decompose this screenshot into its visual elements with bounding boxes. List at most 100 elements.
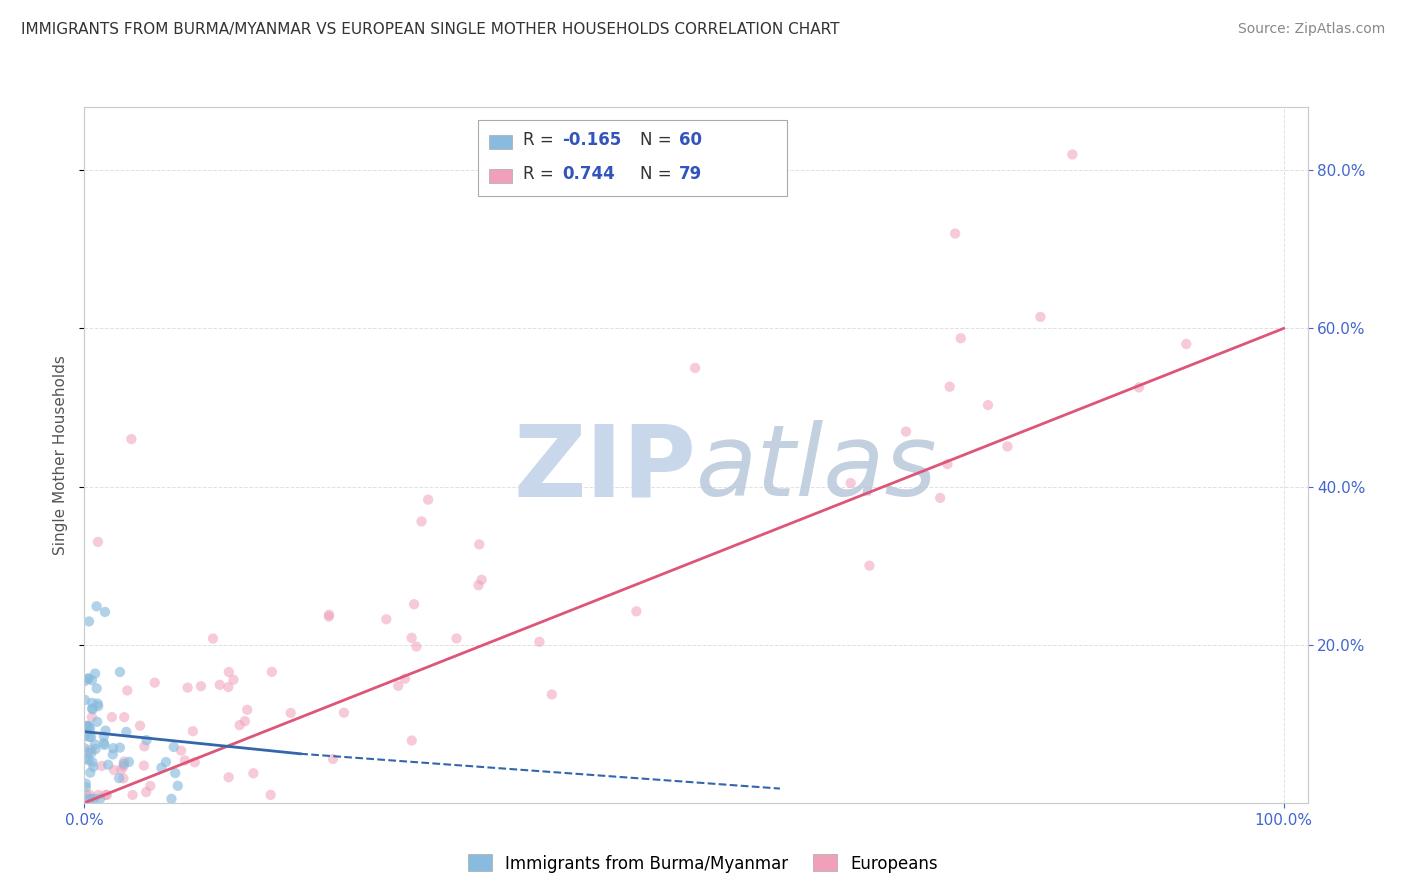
Point: [936, 457, 959, 471]
Point: [394, 672, 416, 686]
Point: [79, 743, 101, 757]
Point: [121, 788, 143, 802]
Point: [1175, 337, 1198, 351]
Point: [84, 742, 107, 756]
Point: [139, 779, 162, 793]
Point: [75, 776, 97, 790]
Point: [94, 788, 117, 802]
Point: [86, 714, 108, 729]
Text: 0.744: 0.744: [562, 165, 616, 183]
Point: [233, 714, 256, 729]
Point: [77, 719, 100, 733]
Point: [82, 702, 104, 716]
Text: R =: R =: [523, 165, 560, 183]
Point: [173, 754, 195, 768]
Point: [134, 739, 156, 754]
Point: [165, 766, 187, 780]
Point: [540, 688, 562, 702]
Point: [80, 673, 103, 688]
Point: [143, 675, 166, 690]
Point: [155, 755, 177, 769]
Text: ZIP: ZIP: [513, 420, 696, 517]
Text: IMMIGRANTS FROM BURMA/MYANMAR VS EUROPEAN SINGLE MOTHER HOUSEHOLDS CORRELATION C: IMMIGRANTS FROM BURMA/MYANMAR VS EUROPEA…: [21, 22, 839, 37]
Text: atlas: atlas: [696, 420, 938, 517]
Point: [222, 673, 245, 687]
Point: [401, 631, 423, 645]
Point: [77, 615, 100, 629]
Point: [112, 759, 135, 773]
Point: [82, 760, 104, 774]
Point: [87, 699, 110, 714]
Point: [108, 771, 131, 785]
Point: [80, 701, 103, 715]
Point: [108, 740, 131, 755]
Point: [218, 770, 240, 784]
Point: [89, 791, 111, 805]
Point: [181, 724, 204, 739]
Point: [75, 752, 97, 766]
Point: [411, 515, 433, 529]
Point: [80, 746, 103, 760]
Point: [129, 719, 152, 733]
Point: [401, 733, 423, 747]
Point: [929, 491, 952, 505]
Point: [333, 706, 356, 720]
Point: [73, 674, 96, 689]
Point: [103, 741, 125, 756]
Point: [217, 680, 239, 694]
Point: [101, 747, 124, 762]
Point: [108, 665, 131, 679]
Point: [86, 599, 108, 614]
Point: [112, 755, 135, 769]
Point: [101, 710, 124, 724]
Point: [176, 681, 198, 695]
Point: [683, 360, 706, 375]
Point: [938, 380, 960, 394]
Point: [318, 609, 340, 624]
Point: [77, 672, 100, 686]
Point: [112, 756, 135, 771]
Point: [110, 763, 132, 777]
Text: N =: N =: [640, 165, 676, 183]
Point: [166, 779, 188, 793]
Point: [87, 534, 110, 549]
Point: [77, 753, 100, 767]
Point: [236, 703, 259, 717]
Point: [858, 558, 880, 573]
Point: [208, 678, 231, 692]
Point: [170, 744, 193, 758]
Point: [1062, 147, 1084, 161]
Point: [112, 772, 135, 786]
Point: [228, 718, 250, 732]
Point: [79, 723, 101, 738]
Text: 60: 60: [679, 131, 702, 149]
Point: [82, 755, 104, 769]
Point: [387, 679, 409, 693]
Point: [132, 758, 155, 772]
Point: [318, 607, 340, 622]
Point: [218, 665, 240, 679]
Point: [375, 612, 398, 626]
Point: [894, 425, 917, 439]
Point: [84, 666, 107, 681]
Point: [93, 736, 115, 750]
Point: [529, 634, 551, 648]
Point: [115, 724, 138, 739]
Point: [150, 761, 173, 775]
Point: [84, 738, 107, 752]
Point: [87, 697, 110, 711]
Point: [322, 752, 344, 766]
Point: [82, 696, 104, 710]
Point: [79, 730, 101, 744]
Point: [280, 706, 302, 720]
Point: [163, 739, 186, 754]
Point: [446, 632, 468, 646]
Point: [201, 632, 224, 646]
Point: [118, 755, 141, 769]
Y-axis label: Single Mother Households: Single Mother Households: [53, 355, 69, 555]
Point: [73, 741, 96, 756]
Point: [94, 605, 117, 619]
Point: [135, 733, 157, 747]
Point: [77, 746, 100, 760]
Point: [112, 710, 135, 724]
